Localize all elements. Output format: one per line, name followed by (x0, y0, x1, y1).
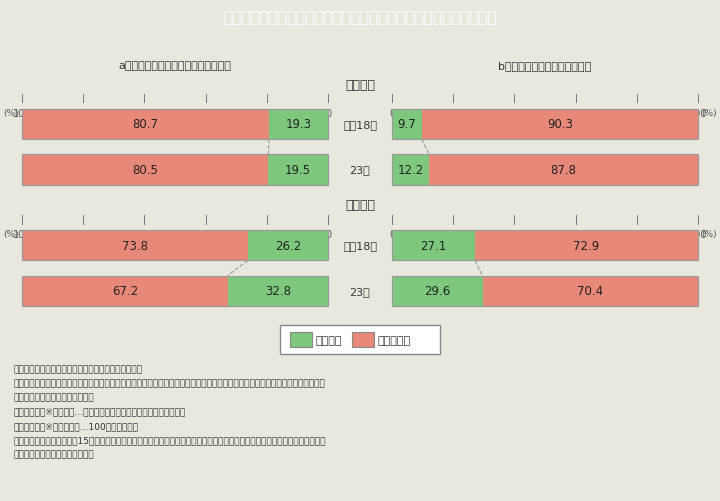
Text: 12.2: 12.2 (397, 164, 424, 177)
Text: (%): (%) (701, 109, 716, 118)
Text: b．夫が有業で妻が無業の世帯: b．夫が有業で妻が無業の世帯 (498, 61, 592, 71)
Text: 9.7: 9.7 (397, 118, 416, 131)
Text: 100: 100 (689, 229, 707, 239)
Text: ※行動者率…該当する種類の行動をした人の割合（％）: ※行動者率…該当する種類の行動をした人の割合（％） (14, 407, 186, 416)
Bar (22, 155, 328, 185)
Text: 留意が必要である。: 留意が必要である。 (14, 449, 94, 458)
Text: 72.9: 72.9 (573, 239, 600, 253)
Bar (269, 110, 328, 140)
Bar (22, 110, 328, 140)
Text: 67.2: 67.2 (112, 285, 138, 298)
Text: 平成18年: 平成18年 (343, 120, 377, 130)
Text: 80.7: 80.7 (132, 118, 158, 131)
Text: (%): (%) (4, 229, 19, 238)
Text: 40: 40 (508, 229, 521, 239)
Text: 率（週全体平均）。: 率（週全体平均）。 (14, 393, 94, 402)
Bar (22, 230, 248, 261)
Text: 100: 100 (13, 109, 31, 119)
Text: 80: 80 (77, 109, 89, 119)
Bar (22, 155, 328, 185)
Text: (%): (%) (4, 109, 19, 118)
Text: 20: 20 (261, 229, 273, 239)
Text: (%): (%) (701, 229, 716, 238)
Text: 40: 40 (199, 109, 212, 119)
Text: （備考）１．総務省「社会生活基本調査」より作成。: （備考）１．総務省「社会生活基本調査」より作成。 (14, 365, 143, 374)
Bar (22, 276, 328, 307)
Text: 100: 100 (13, 229, 31, 239)
Bar (22, 276, 228, 307)
Bar (22, 110, 269, 140)
Text: 60: 60 (138, 229, 150, 239)
Text: 〈家事〉: 〈家事〉 (345, 79, 375, 92)
Bar (392, 155, 698, 185)
Bar (248, 230, 328, 261)
Text: 26.2: 26.2 (275, 239, 301, 253)
Text: 100: 100 (689, 109, 707, 119)
Text: 40: 40 (199, 229, 212, 239)
Bar (392, 155, 698, 185)
Bar (422, 110, 698, 140)
Text: 60: 60 (570, 229, 582, 239)
Bar (482, 276, 698, 307)
Bar (228, 276, 328, 307)
Bar (392, 110, 698, 140)
Bar (22, 230, 328, 261)
Text: 23年: 23年 (350, 286, 370, 296)
Text: 20: 20 (447, 229, 459, 239)
Text: 行動者率: 行動者率 (316, 335, 343, 345)
Bar (475, 230, 698, 261)
Text: 〈育児〉: 〈育児〉 (345, 198, 375, 211)
Bar (392, 230, 475, 261)
Bar (429, 155, 698, 185)
Bar (392, 276, 698, 307)
Text: 23年: 23年 (350, 165, 370, 175)
Text: a．妻・夫共に有業（共働き）の世帯: a．妻・夫共に有業（共働き）の世帯 (119, 61, 231, 71)
Text: Ｉ－特－８図　６歳未満の子供を持つ夫の家事・育児関連行動者率: Ｉ－特－８図 ６歳未満の子供を持つ夫の家事・育児関連行動者率 (223, 11, 497, 26)
Text: 19.3: 19.3 (285, 118, 312, 131)
Bar (392, 276, 698, 307)
Bar (392, 110, 698, 140)
Text: 60: 60 (138, 109, 150, 119)
Bar (269, 155, 328, 185)
Text: ３．本調査では，15分単位で行動を報告することとなっているため，短時間の行動は報告されない可能性があることに: ３．本調査では，15分単位で行動を報告することとなっているため，短時間の行動は報… (14, 435, 326, 444)
Text: 0: 0 (389, 109, 395, 119)
Text: 29.6: 29.6 (424, 285, 451, 298)
Text: 20: 20 (447, 109, 459, 119)
Text: 20: 20 (261, 109, 273, 119)
Bar (392, 110, 422, 140)
Bar (290, 332, 312, 348)
Text: 平成18年: 平成18年 (343, 241, 377, 251)
Text: 0: 0 (325, 109, 331, 119)
Text: 0: 0 (389, 229, 395, 239)
Bar (392, 155, 429, 185)
Text: 27.1: 27.1 (420, 239, 446, 253)
Bar (22, 110, 328, 140)
Bar (22, 155, 269, 185)
Bar (352, 332, 374, 348)
Bar (22, 230, 328, 261)
Text: 32.8: 32.8 (265, 285, 291, 298)
Text: 40: 40 (508, 109, 521, 119)
Text: 80: 80 (77, 229, 89, 239)
Text: 80: 80 (631, 109, 643, 119)
Text: 19.5: 19.5 (285, 164, 311, 177)
Bar (280, 326, 440, 354)
Text: 80.5: 80.5 (132, 164, 158, 177)
Bar (392, 276, 482, 307)
Text: 0: 0 (325, 229, 331, 239)
Text: 70.4: 70.4 (577, 285, 603, 298)
Bar (392, 230, 698, 261)
Text: 90.3: 90.3 (547, 118, 573, 131)
Text: 60: 60 (570, 109, 582, 119)
Text: 87.8: 87.8 (551, 164, 577, 177)
Text: ※非行動者率…100％－行動者率: ※非行動者率…100％－行動者率 (14, 421, 139, 430)
Text: ２．「夫婦と子供の世帯」における６歳未満の子供を持つ夫の１日当たりの家事関連（「家事」及び「育児」）の行動者: ２．「夫婦と子供の世帯」における６歳未満の子供を持つ夫の１日当たりの家事関連（「… (14, 379, 325, 388)
Text: 非行動者率: 非行動者率 (378, 335, 411, 345)
Text: 73.8: 73.8 (122, 239, 148, 253)
Bar (392, 230, 698, 261)
Text: 80: 80 (631, 229, 643, 239)
Bar (22, 276, 328, 307)
